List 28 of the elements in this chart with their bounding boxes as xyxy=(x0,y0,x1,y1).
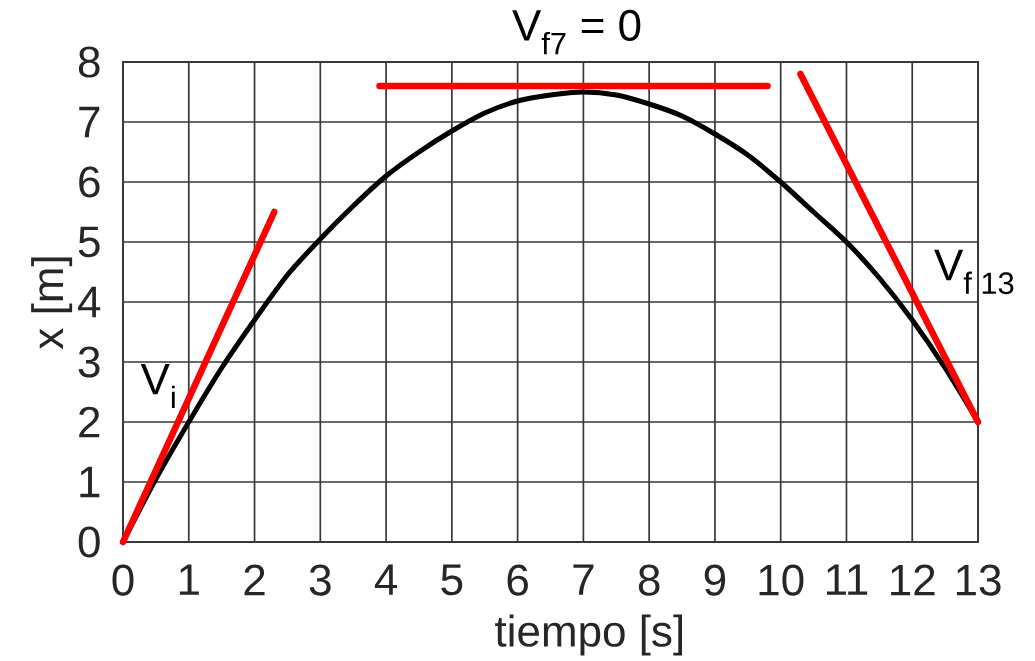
y-tick-label: 8 xyxy=(78,46,100,78)
y-tick-label: 7 xyxy=(79,106,100,138)
x-tick-label: 3 xyxy=(309,564,331,596)
y-tick-label: 0 xyxy=(78,526,100,558)
y-tick-label: 6 xyxy=(79,166,100,198)
x-tick-label: 4 xyxy=(374,564,398,595)
y-tick-label: 2 xyxy=(79,406,100,438)
x-tick-label: 12 xyxy=(891,564,935,596)
annotation: V$_{i}$ xyxy=(140,363,175,409)
x-tick-label: 1 xyxy=(179,564,199,595)
x-tick-label: 10 xyxy=(759,564,804,596)
x-tick-label: 9 xyxy=(704,564,726,596)
x-tick-label: 8 xyxy=(638,564,660,596)
text: V$_{f7}$ = 0 xyxy=(512,9,641,55)
y-tick-label: 1 xyxy=(80,466,100,498)
x-tick-label: 6 xyxy=(507,564,528,596)
x-tick-label: 0 xyxy=(112,564,134,596)
y-tick-label: 4 xyxy=(78,286,101,318)
x-tick-label: 2 xyxy=(244,564,265,596)
x-tick-label: 11 xyxy=(826,564,868,595)
annotation: V$_{f 13}$ xyxy=(934,249,1014,295)
y-axis-title: x [m] xyxy=(31,257,73,350)
y-tick-label: 5 xyxy=(78,226,100,258)
y-tick-label: 3 xyxy=(78,346,100,378)
x-tick-label: 13 xyxy=(956,564,1001,596)
x-axis-title: tiempo [s] xyxy=(495,614,683,656)
x-tick-label: 7 xyxy=(573,564,594,595)
x-tick-label: 5 xyxy=(441,564,463,596)
